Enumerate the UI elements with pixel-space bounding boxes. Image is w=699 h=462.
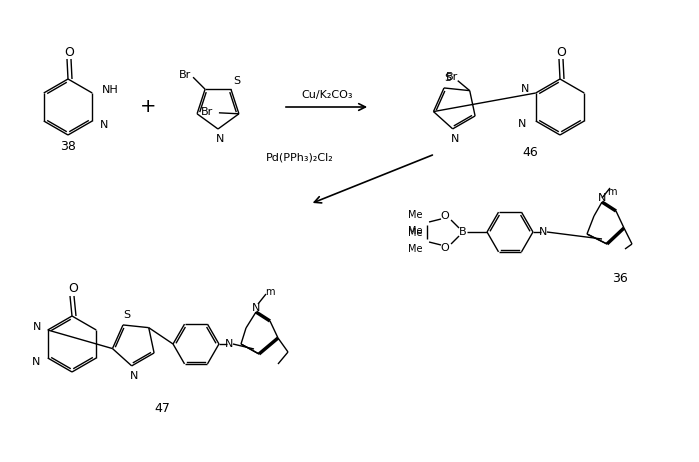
- Text: Me: Me: [408, 210, 422, 220]
- Text: Br: Br: [201, 107, 213, 117]
- Text: m: m: [607, 187, 617, 197]
- Text: N: N: [100, 120, 108, 130]
- Text: N: N: [216, 134, 224, 144]
- Text: O: O: [440, 243, 449, 253]
- Text: N: N: [520, 84, 528, 94]
- Text: 47: 47: [154, 402, 170, 415]
- Text: N: N: [32, 322, 41, 332]
- Text: O: O: [440, 211, 449, 221]
- Text: N: N: [225, 339, 233, 349]
- Text: S: S: [233, 76, 240, 86]
- Text: 38: 38: [60, 140, 76, 153]
- Text: N: N: [31, 357, 40, 367]
- Text: NH: NH: [102, 85, 119, 95]
- Text: S: S: [445, 73, 452, 83]
- Text: Br: Br: [445, 72, 458, 82]
- Text: N: N: [252, 303, 260, 313]
- Text: N: N: [539, 227, 547, 237]
- Text: N: N: [598, 193, 606, 203]
- Text: m: m: [265, 287, 275, 297]
- Text: Br: Br: [179, 70, 191, 80]
- Text: 46: 46: [522, 146, 538, 158]
- Text: Me: Me: [408, 226, 422, 236]
- Text: Pd(PPh₃)₂Cl₂: Pd(PPh₃)₂Cl₂: [266, 152, 334, 162]
- Text: O: O: [64, 45, 74, 59]
- Text: 36: 36: [612, 273, 628, 286]
- Text: O: O: [556, 45, 566, 59]
- Text: N: N: [517, 119, 526, 129]
- Text: N: N: [129, 371, 138, 381]
- Text: Me: Me: [408, 228, 422, 238]
- Text: B: B: [459, 227, 467, 237]
- Text: O: O: [68, 282, 78, 296]
- Text: S: S: [124, 310, 131, 320]
- Text: +: +: [140, 97, 157, 116]
- Text: Cu/K₂CO₃: Cu/K₂CO₃: [301, 90, 353, 100]
- Text: Me: Me: [408, 244, 422, 254]
- Text: N: N: [451, 134, 459, 144]
